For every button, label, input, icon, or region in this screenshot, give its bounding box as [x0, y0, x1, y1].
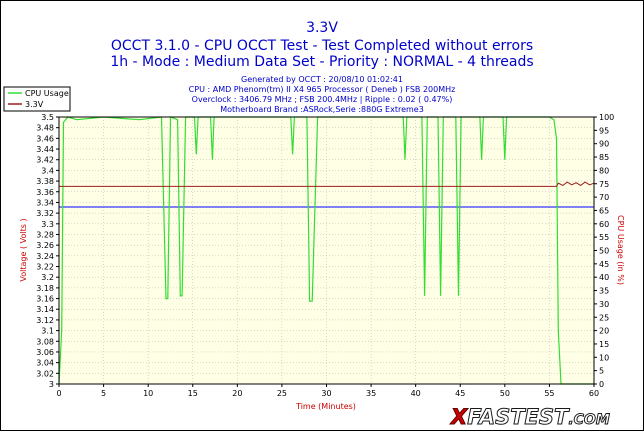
- y2-tick-label: 35: [599, 287, 609, 296]
- x-tick-label: 30: [321, 389, 331, 398]
- y-tick-label: 3.5: [41, 113, 54, 122]
- y-tick-label: 3.1: [41, 327, 54, 336]
- y-tick-label: 3.34: [36, 198, 54, 207]
- y2-axis-label: CPU Usage (in %): [616, 215, 625, 285]
- y2-tick-label: 20: [599, 327, 609, 336]
- y-tick-label: 3: [49, 380, 54, 389]
- y-tick-label: 3.28: [36, 230, 54, 239]
- grid: [58, 116, 595, 385]
- info-overclock: Overclock : 3406.79 MHz ; FSB 200.4MHz |…: [192, 95, 453, 104]
- chart-subtitle-2: 1h - Mode : Medium Data Set - Priority :…: [110, 54, 533, 70]
- y-tick-label: 3.32: [36, 209, 54, 218]
- info-motherboard: Motherboard Brand :ASRock,Serie :880G Ex…: [220, 105, 424, 114]
- y-tick-label: 3.14: [36, 305, 54, 314]
- y-tick-label: 3.42: [36, 156, 54, 165]
- x-tick-label: 10: [143, 389, 153, 398]
- info-cpu: CPU : AMD Phenom(tm) II X4 965 Processor…: [189, 85, 456, 94]
- y2-tick-label: 45: [599, 260, 609, 269]
- y-tick-label: 3.08: [36, 337, 54, 346]
- x-tick-label: 50: [500, 389, 510, 398]
- y-axis-label: Voltage ( Volts ): [19, 218, 28, 281]
- x-tick-label: 45: [455, 389, 465, 398]
- y-tick-label: 3.24: [36, 252, 54, 261]
- y-tick-label: 3.44: [36, 145, 54, 154]
- info-generated: Generated by OCCT : 20/08/10 01:02:41: [241, 75, 403, 84]
- logo-text: XFASTEST.COM: [449, 405, 610, 429]
- y2-tick-label: 100: [599, 113, 614, 122]
- series-line-3v3: [59, 181, 595, 187]
- x-tick-label: 55: [544, 389, 554, 398]
- y-axis-ticks: 3.5 3.483.46 3.44 3.423.4 3.38 3.363.34 3.32 3.…: [36, 113, 59, 389]
- y2-tick-label: 65: [599, 206, 609, 215]
- y-tick-label: 3.22: [36, 263, 54, 272]
- chart-subtitle-1: OCCT 3.1.0 - CPU OCCT Test - Test Comple…: [111, 38, 533, 54]
- y-tick-label: 3.36: [36, 188, 54, 197]
- y2-axis-ticks: 1009590858075706560555045403530252015105…: [594, 113, 614, 389]
- y-tick-label: 3.02: [36, 369, 54, 378]
- y-tick-label: 3.46: [36, 134, 54, 143]
- y-tick-label: 3.4: [41, 166, 54, 175]
- x-tick-label: 20: [232, 389, 242, 398]
- y2-tick-label: 60: [599, 220, 609, 229]
- legend-label-cpu-usage: CPU Usage: [25, 89, 69, 98]
- x-tick-label: 5: [101, 389, 106, 398]
- y2-tick-label: 5: [599, 367, 604, 376]
- xfastest-logo: XFASTEST.COM: [449, 405, 611, 430]
- x-tick-label: 15: [188, 389, 198, 398]
- y-tick-label: 3.12: [36, 316, 54, 325]
- y2-tick-label: 70: [599, 193, 609, 202]
- x-tick-label: 0: [56, 389, 61, 398]
- y2-tick-label: 40: [599, 273, 609, 282]
- x-tick-label: 60: [589, 389, 599, 398]
- y-tick-label: 3.18: [36, 284, 54, 293]
- x-axis-ticks: 0 5 10 15 20 25 30 35 40 45 50 55 60: [56, 384, 599, 398]
- y2-tick-label: 25: [599, 313, 609, 322]
- y2-tick-label: 50: [599, 247, 609, 256]
- y2-tick-label: 75: [599, 180, 609, 189]
- y2-tick-label: 55: [599, 233, 609, 242]
- y2-tick-label: 30: [599, 300, 609, 309]
- y-tick-label: 3.38: [36, 177, 54, 186]
- y-tick-label: 3.3: [41, 220, 54, 229]
- y2-tick-label: 10: [599, 353, 609, 362]
- chart-title: 3.3V: [306, 20, 338, 36]
- legend: CPU Usage 3.3V: [3, 86, 71, 112]
- y2-tick-label: 95: [599, 126, 609, 135]
- y-tick-label: 3.26: [36, 241, 54, 250]
- y2-tick-label: 0: [599, 380, 604, 389]
- x-tick-label: 25: [277, 389, 287, 398]
- y-tick-label: 3.48: [36, 124, 54, 133]
- y2-tick-label: 90: [599, 140, 609, 149]
- legend-box: [3, 86, 71, 112]
- x-tick-label: 35: [366, 389, 376, 398]
- y-tick-label: 3.04: [36, 359, 54, 368]
- x-axis-label: Time (Minutes): [295, 402, 356, 411]
- y-tick-label: 3.16: [36, 295, 54, 304]
- plot-area: [59, 117, 594, 384]
- y-tick-label: 3.06: [36, 348, 54, 357]
- y-tick-label: 3.2: [41, 273, 54, 282]
- y2-tick-label: 85: [599, 153, 609, 162]
- legend-label-3v3: 3.3V: [25, 100, 44, 109]
- x-tick-label: 40: [411, 389, 421, 398]
- y2-tick-label: 15: [599, 340, 609, 349]
- y2-tick-label: 80: [599, 166, 609, 175]
